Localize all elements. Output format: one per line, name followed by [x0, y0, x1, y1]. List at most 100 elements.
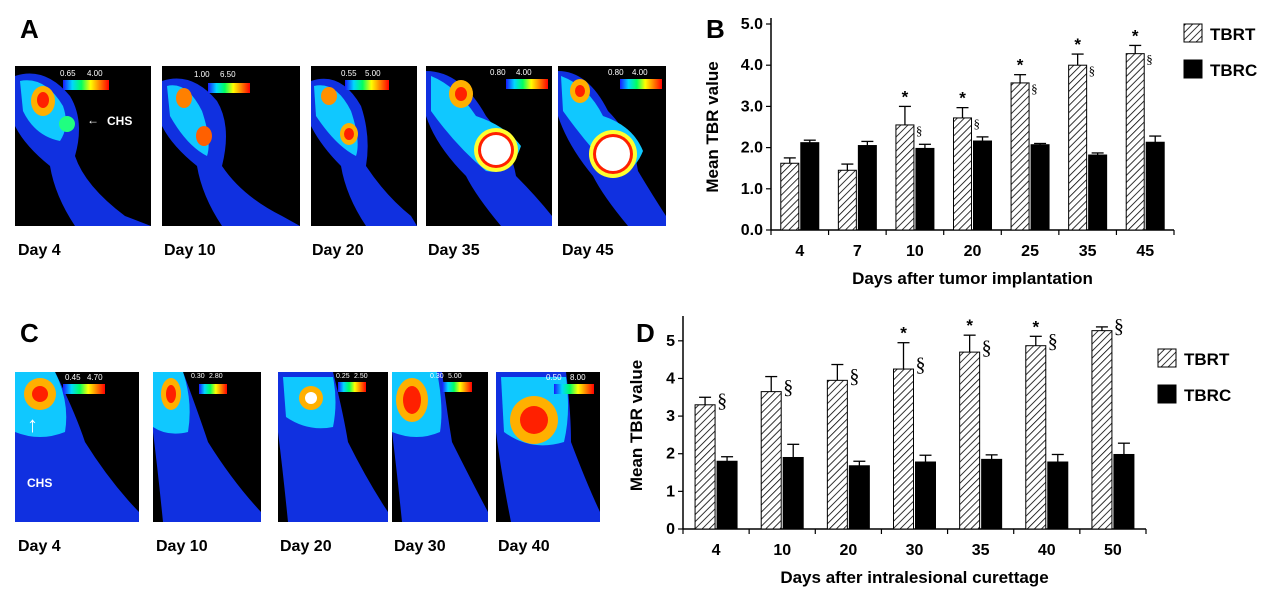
bar-tbrc: [981, 458, 1003, 530]
x-tick-label: 10: [773, 542, 791, 559]
chs-arrow-icon: ↑: [27, 412, 38, 437]
significance-star: *: [959, 89, 966, 108]
y-tick-label: 4.0: [741, 57, 763, 74]
scan-a-day35: 0.80 4.00: [426, 66, 552, 226]
significance-section: §: [1031, 81, 1038, 96]
y-tick-label: 0: [666, 521, 675, 538]
scale-min: 0.30: [430, 373, 444, 380]
x-tick-label: 20: [964, 243, 982, 260]
legend-label-tbrc: TBRC: [1184, 386, 1231, 405]
legend-swatch-tbrc: [1183, 59, 1203, 79]
y-tick-label: 2.0: [741, 140, 763, 157]
x-axis-title: Days after intralesional curettage: [780, 568, 1048, 587]
scale-min: 0.65: [60, 69, 76, 78]
scale-max: 4.70: [87, 373, 103, 382]
scan-a-day20: 0.55 5.00: [311, 66, 417, 226]
bar-tbrc: [848, 465, 870, 530]
significance-star: *: [1074, 35, 1081, 54]
significance-star: *: [902, 87, 909, 106]
pet-image-a3: [311, 78, 417, 226]
pet-image-c2: [153, 372, 261, 522]
significance-section: §: [1048, 331, 1058, 353]
significance-section: §: [916, 123, 923, 138]
color-scale-bar: [506, 79, 548, 89]
day-label: Day 10: [164, 242, 216, 259]
x-tick-label: 7: [853, 243, 862, 260]
y-tick-label: 3: [666, 408, 675, 425]
legend-swatch-tbrt: [1157, 348, 1177, 368]
pet-image-c5: [496, 372, 600, 522]
scan-c-day30: 0.30 5.00: [392, 372, 488, 522]
bar-tbrt: [826, 379, 848, 530]
scan-c-day4: 0.45 4.70 ↑ CHS: [15, 372, 139, 522]
scale-max: 4.00: [87, 69, 103, 78]
y-tick-label: 3.0: [741, 98, 763, 115]
pet-image-a1: [15, 73, 151, 226]
pet-image-c3: [278, 372, 388, 522]
x-tick-label: 35: [972, 542, 990, 559]
day-label: Day 30: [394, 538, 446, 555]
significance-star: *: [966, 316, 973, 335]
significance-star: *: [1017, 56, 1024, 75]
bar-tbrt: [893, 368, 914, 530]
scan-c-day20: 0.25 2.50: [278, 372, 388, 522]
color-scale-bar: [620, 79, 662, 89]
scale-min: 0.80: [490, 68, 506, 77]
pet-image-c4: [392, 372, 488, 522]
significance-section: §: [974, 116, 981, 131]
significance-section: §: [849, 365, 859, 387]
panel-letter-b: B: [706, 14, 725, 44]
bar-tbrc: [782, 456, 804, 530]
scale-max: 2.50: [354, 373, 368, 380]
legend-label-tbrc: TBRC: [1210, 61, 1257, 80]
scale-min: 0.50: [546, 373, 562, 382]
bar-tbrt: [694, 404, 716, 530]
x-tick-label: 4: [712, 542, 721, 559]
scale-min: 0.80: [608, 68, 624, 77]
y-axis-title: Mean TBR value: [703, 61, 722, 192]
y-tick-label: 0.0: [741, 222, 763, 239]
y-tick-label: 1: [666, 483, 675, 500]
color-scale-bar: [345, 80, 389, 90]
x-tick-label: 45: [1136, 243, 1154, 260]
pet-image-a2: [162, 78, 300, 226]
scan-a-day10: 1.00 6.50: [162, 66, 300, 226]
scale-max: 8.00: [570, 373, 586, 382]
legend-swatch-tbrc: [1157, 384, 1177, 404]
color-scale-bar: [199, 384, 227, 394]
x-tick-label: 4: [795, 243, 804, 260]
day-label: Day 4: [18, 242, 61, 259]
bar-tbrt: [760, 391, 782, 530]
chs-arrow-icon: ←: [87, 113, 99, 127]
color-scale-bar: [554, 384, 594, 394]
scan-a-day4: 0.65 4.00 ← CHS: [15, 66, 151, 226]
day-label: Day 20: [280, 538, 332, 555]
scale-max: 4.00: [632, 68, 648, 77]
day-label: Day 35: [428, 242, 480, 259]
y-axis-title: Mean TBR value: [627, 360, 646, 491]
scale-max: 5.00: [365, 69, 381, 78]
color-scale-bar: [208, 83, 250, 93]
panel-letter-a: A: [20, 14, 39, 44]
x-axis-title: Days after tumor implantation: [852, 269, 1093, 288]
x-tick-label: 50: [1104, 542, 1122, 559]
pet-image-c1: [15, 372, 139, 522]
y-tick-label: 5: [666, 333, 675, 350]
significance-section: §: [982, 337, 992, 359]
day-label: Day 45: [562, 242, 614, 259]
day-label: Day 20: [312, 242, 364, 259]
x-tick-label: 35: [1079, 243, 1097, 260]
significance-section: §: [1114, 316, 1124, 338]
pet-image-a4: [426, 71, 552, 226]
bar-tbrc: [716, 460, 738, 530]
panel-letter-c: C: [20, 318, 39, 348]
scan-c-day40: 0.50 8.00: [496, 372, 600, 522]
bar-tbrt: [1091, 330, 1113, 530]
scale-min: 0.45: [65, 373, 81, 382]
x-tick-label: 20: [839, 542, 857, 559]
legend-swatch-tbrt: [1183, 23, 1203, 43]
x-tick-label: 25: [1021, 243, 1039, 260]
y-tick-label: 4: [666, 370, 675, 387]
bar-tbrc: [1047, 461, 1069, 530]
